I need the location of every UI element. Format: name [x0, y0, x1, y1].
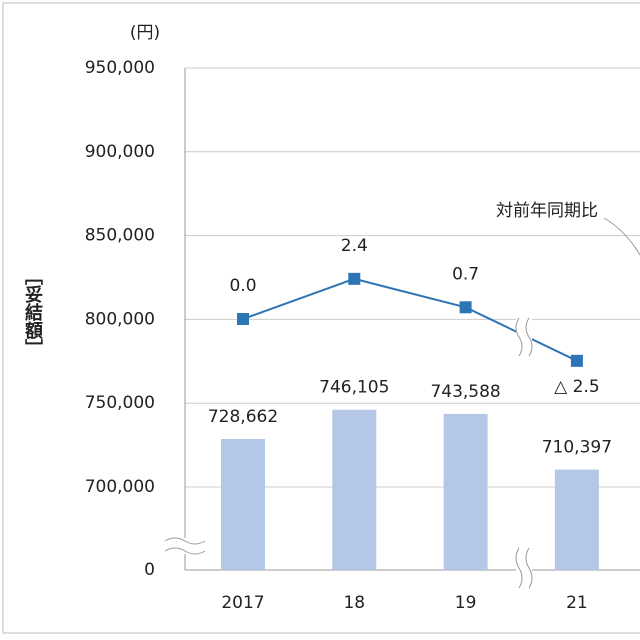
x-break — [515, 547, 533, 589]
bar — [554, 469, 599, 570]
y-tick-label: 0 — [144, 560, 155, 580]
y-tick-label: 700,000 — [85, 477, 155, 497]
x-tick-label: 19 — [455, 593, 477, 613]
y-tick-label: 900,000 — [85, 142, 155, 162]
line-marker — [237, 313, 249, 325]
line-value-label: 2.4 — [341, 236, 368, 256]
line-marker — [348, 272, 361, 285]
x-tick-label: 21 — [566, 593, 588, 613]
y-tick-label: 750,000 — [85, 393, 155, 413]
annotation: 対前年同期比 — [496, 201, 598, 221]
bar — [332, 409, 377, 570]
bar-value-label: 710,397 — [542, 438, 612, 458]
y-tick-label: 850,000 — [85, 226, 155, 246]
y-tick-label: 800,000 — [85, 309, 155, 329]
line-value-label: 0.0 — [229, 276, 256, 296]
x-break — [515, 317, 533, 357]
line-marker — [570, 354, 583, 367]
annotation-leader — [603, 217, 640, 256]
bar — [221, 438, 265, 570]
bar — [443, 413, 488, 570]
bar-value-label: 746,105 — [319, 378, 389, 398]
x-tick-label: 18 — [343, 593, 365, 613]
axis-break-mask — [165, 538, 205, 554]
axis-break — [164, 537, 206, 555]
line-marker — [459, 301, 472, 314]
y-tick-label: 950,000 — [85, 58, 155, 78]
line-value-label: △ 2.5 — [554, 377, 600, 397]
x-break-mask — [516, 548, 532, 588]
y-unit: (円) — [130, 23, 160, 43]
bar-value-label: 743,588 — [430, 382, 500, 402]
x-tick-label: 2017 — [221, 593, 264, 613]
line-value-label: 0.7 — [452, 264, 479, 284]
y-axis-label: ［妥結額］ — [22, 267, 44, 357]
x-break-mask — [516, 318, 532, 356]
bar-value-label: 728,662 — [208, 407, 278, 427]
